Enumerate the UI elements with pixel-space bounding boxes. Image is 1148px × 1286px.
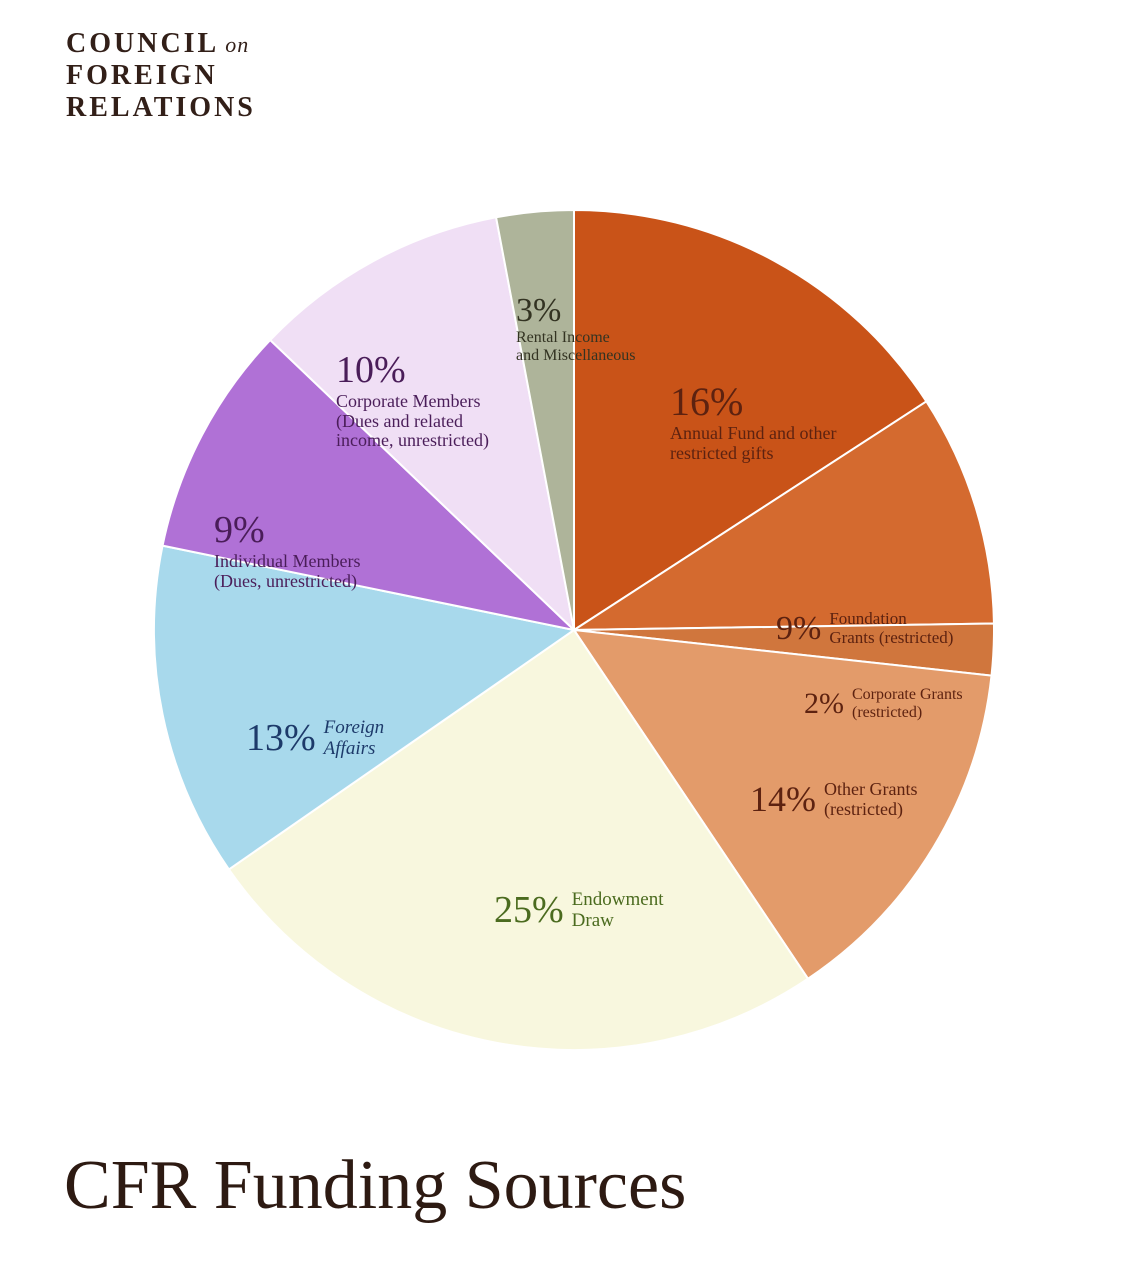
slice-text-annual-fund: Annual Fund and other restricted gifts — [670, 424, 836, 464]
slice-pct-rental-misc: 3% — [516, 292, 636, 329]
slice-label-individual-members: 9%Individual Members (Dues, unrestricted… — [214, 510, 360, 591]
slice-text-foreign-affairs: Foreign Affairs — [324, 718, 385, 760]
slice-pct-foundation-grants: 9% — [776, 610, 821, 647]
slice-label-endowment-draw: 25%Endowment Draw — [494, 890, 663, 932]
slice-pct-annual-fund: 16% — [670, 380, 836, 424]
cfr-logo: COUNCILon FOREIGN RELATIONS — [66, 28, 256, 124]
slice-label-other-grants: 14%Other Grants (restricted) — [750, 780, 917, 820]
logo-line1-main: COUNCIL — [66, 28, 219, 59]
slice-text-individual-members: Individual Members (Dues, unrestricted) — [214, 552, 360, 592]
logo-line2: FOREIGN — [66, 60, 256, 92]
logo-line1: COUNCILon — [66, 28, 256, 60]
chart-title: CFR Funding Sources — [64, 1146, 686, 1226]
slice-pct-foreign-affairs: 13% — [246, 718, 316, 760]
page: COUNCILon FOREIGN RELATIONS 16%Annual Fu… — [0, 0, 1148, 1286]
slice-pct-endowment-draw: 25% — [494, 890, 564, 932]
slice-label-annual-fund: 16%Annual Fund and other restricted gift… — [670, 380, 836, 464]
funding-pie-chart: 16%Annual Fund and other restricted gift… — [154, 210, 994, 1050]
slice-text-other-grants: Other Grants (restricted) — [824, 780, 917, 820]
slice-text-endowment-draw: Endowment Draw — [572, 890, 664, 932]
slice-label-corporate-grants: 2%Corporate Grants (restricted) — [804, 686, 963, 721]
slice-label-foreign-affairs: 13%Foreign Affairs — [246, 718, 384, 760]
slice-label-rental-misc: 3%Rental Income and Miscellaneous — [516, 292, 636, 365]
slice-text-rental-misc: Rental Income and Miscellaneous — [516, 329, 636, 364]
slice-pct-individual-members: 9% — [214, 510, 360, 552]
slice-label-corporate-members: 10%Corporate Members (Dues and related i… — [336, 350, 489, 451]
logo-line3: RELATIONS — [66, 92, 256, 124]
slice-pct-other-grants: 14% — [750, 780, 816, 820]
slice-text-foundation-grants: Foundation Grants (restricted) — [829, 610, 953, 647]
slice-text-corporate-grants: Corporate Grants (restricted) — [852, 686, 963, 721]
slice-label-foundation-grants: 9%Foundation Grants (restricted) — [776, 610, 953, 647]
slice-pct-corporate-grants: 2% — [804, 687, 844, 720]
logo-line1-suffix: on — [225, 32, 249, 57]
slice-text-corporate-members: Corporate Members (Dues and related inco… — [336, 392, 489, 451]
slice-pct-corporate-members: 10% — [336, 350, 489, 392]
